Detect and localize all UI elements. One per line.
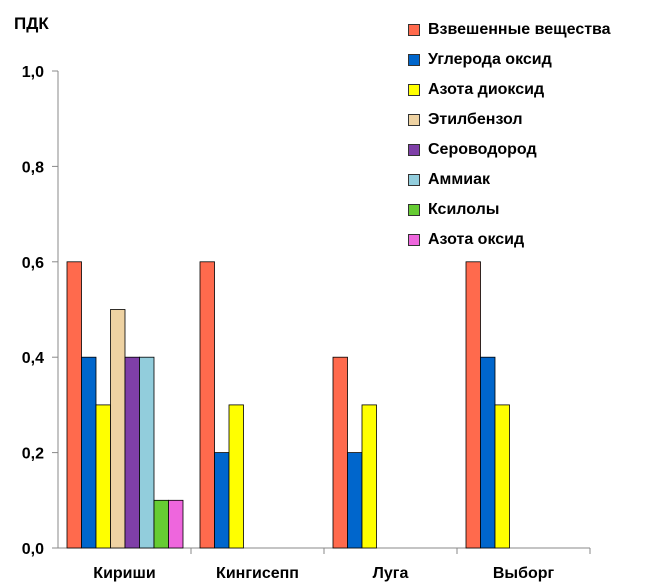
x-tick-label: Луга (373, 565, 409, 582)
legend-swatch (408, 234, 420, 246)
bar (124, 356, 140, 549)
legend-label: Сероводород (428, 141, 537, 158)
legend-label: Аммиак (428, 171, 490, 188)
y-tick-label: 0,2 (22, 446, 44, 463)
legend-swatch (408, 174, 420, 186)
bar (110, 309, 126, 549)
bar (465, 261, 481, 549)
legend-swatch (408, 144, 420, 156)
legend-item: Азота оксид (408, 225, 611, 255)
y-tick-label: 0,6 (22, 255, 44, 272)
legend-swatch (408, 24, 420, 36)
legend-label: Азота оксид (428, 231, 525, 248)
y-tick-label: 0,8 (22, 159, 44, 176)
legend-item: Азота диоксид (408, 75, 611, 105)
legend-swatch (408, 84, 420, 96)
bar (361, 404, 377, 549)
bar (332, 356, 348, 549)
bar (480, 356, 496, 549)
bar (228, 404, 244, 549)
bar (139, 356, 155, 549)
legend-item: Этилбензол (408, 105, 611, 135)
legend-item: Аммиак (408, 165, 611, 195)
legend-label: Азота диоксид (428, 81, 545, 98)
legend-item: Сероводород (408, 135, 611, 165)
legend-swatch (408, 114, 420, 126)
x-tick-label: Кингисепп (216, 565, 299, 582)
legend-label: Углерода оксид (428, 51, 552, 68)
y-axis-title: ПДК (14, 14, 49, 33)
bar (214, 452, 230, 549)
x-tick-label: Кириши (93, 565, 155, 582)
legend-item: Ксилолы (408, 195, 611, 225)
bar (494, 404, 510, 549)
y-tick-label: 1,0 (22, 64, 44, 81)
legend-item: Углерода оксид (408, 45, 611, 75)
bar (153, 499, 169, 549)
legend-label: Взвешенные вещества (428, 21, 611, 38)
legend-label: Этилбензол (428, 111, 523, 128)
chart-legend: Взвешенные вещества Углерода оксид Азота д… (408, 15, 611, 255)
legend-label: Ксилолы (428, 201, 500, 218)
bar (95, 404, 111, 549)
legend-swatch (408, 54, 420, 66)
y-tick-label: 0,0 (22, 541, 44, 558)
bar (347, 452, 363, 549)
x-tick-label: Выборг (493, 565, 555, 582)
bar (81, 356, 97, 549)
legend-swatch (408, 204, 420, 216)
y-tick-label: 0,4 (22, 350, 44, 367)
legend-item: Взвешенные вещества (408, 15, 611, 45)
bar (66, 261, 82, 549)
bar (199, 261, 215, 549)
bar (168, 499, 184, 549)
